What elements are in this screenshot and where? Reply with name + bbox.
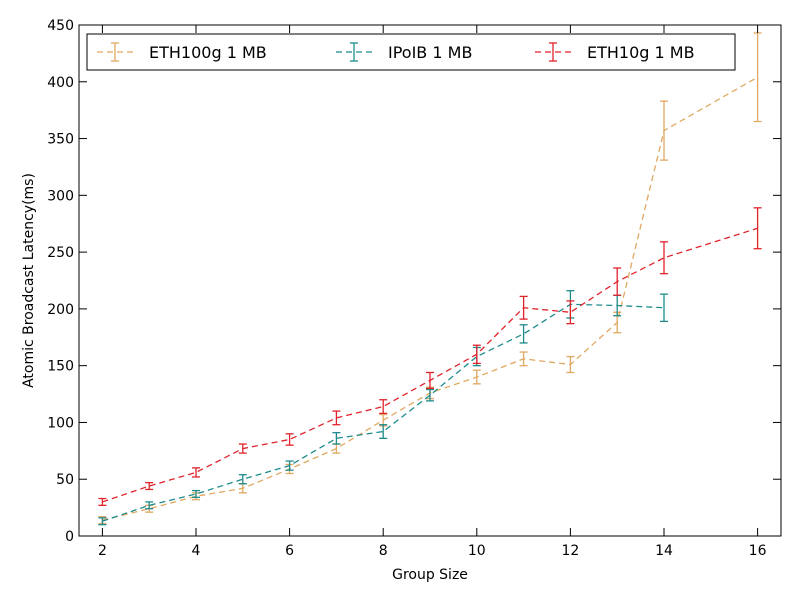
y-tick-label: 50 — [56, 472, 74, 488]
error-bar — [519, 351, 528, 367]
x-tick-label: 2 — [98, 543, 107, 559]
x-tick-label: 6 — [285, 543, 294, 559]
x-tick-label: 12 — [561, 543, 579, 559]
y-tick-label: 100 — [47, 415, 74, 431]
plot-area: 2 4 6 8 10 12 14 16 0 50 100 150 200 250 300 350 400 450 — [47, 18, 782, 559]
series-line-eth100g-1-mb — [102, 76, 758, 521]
series-layer — [98, 32, 762, 526]
series-eth10g-1-mb — [98, 207, 762, 506]
x-tick-label: 4 — [192, 543, 201, 559]
y-tick-label: 350 — [47, 132, 74, 148]
legend-label: ETH100g 1 MB — [149, 43, 267, 62]
error-bar — [426, 371, 434, 390]
y-tick-label: 0 — [65, 529, 74, 545]
error-bar — [379, 424, 388, 439]
x-tick-label: 8 — [379, 543, 388, 559]
legend-entry: IPoIB 1 MB — [336, 42, 472, 62]
y-tick-label: 150 — [47, 359, 74, 375]
error-bar — [192, 467, 200, 478]
ticks-layer: 2 4 6 8 10 12 14 16 0 50 100 150 200 250 300 350 400 450 — [47, 18, 781, 559]
x-tick-label: 10 — [468, 543, 486, 559]
error-bar — [145, 501, 154, 510]
error-bar — [472, 369, 481, 385]
error-bar — [472, 344, 481, 365]
error-bar — [285, 433, 294, 446]
x-tick-label: 16 — [749, 543, 767, 559]
x-tick-label: 14 — [655, 543, 673, 559]
series-line-eth10g-1-mb — [102, 227, 758, 503]
error-bar — [426, 388, 434, 402]
error-bar — [285, 460, 294, 471]
y-axis-label: Atomic Broadcast Latency(ms) — [21, 173, 37, 388]
error-bar — [519, 295, 528, 320]
legend-label: IPoIB 1 MB — [388, 43, 472, 62]
y-tick-label: 300 — [47, 188, 74, 204]
plot-frame — [78, 24, 782, 537]
error-bar — [519, 324, 528, 344]
error-bar — [660, 293, 668, 323]
error-bar — [238, 443, 247, 454]
legend-entry: ETH100g 1 MB — [97, 42, 267, 62]
error-bar — [660, 100, 668, 161]
legend-entries: ETH100g 1 MB IPoIB 1 MB ETH10g 1 MB — [97, 42, 695, 62]
error-bar — [98, 517, 107, 526]
x-axis-label: Group Size — [392, 567, 468, 583]
y-tick-label: 450 — [47, 18, 74, 34]
error-bar — [332, 432, 341, 445]
legend-entry: ETH10g 1 MB — [535, 42, 695, 62]
error-bar — [332, 410, 341, 426]
y-tick-label: 400 — [47, 75, 74, 91]
error-bar — [613, 267, 622, 296]
legend: ETH100g 1 MB IPoIB 1 MB ETH10g 1 MB — [86, 33, 736, 71]
error-bar — [379, 399, 388, 415]
legend-label: ETH10g 1 MB — [587, 43, 695, 62]
error-bar — [238, 474, 247, 485]
legend-box — [86, 33, 736, 71]
y-tick-label: 200 — [47, 302, 74, 318]
y-tick-label: 250 — [47, 245, 74, 261]
error-bar — [192, 489, 200, 499]
error-bar — [98, 497, 107, 506]
error-bar — [753, 207, 762, 250]
error-bar — [145, 481, 154, 491]
error-bar — [660, 241, 668, 275]
error-bar — [566, 300, 575, 325]
error-bar — [566, 355, 575, 374]
